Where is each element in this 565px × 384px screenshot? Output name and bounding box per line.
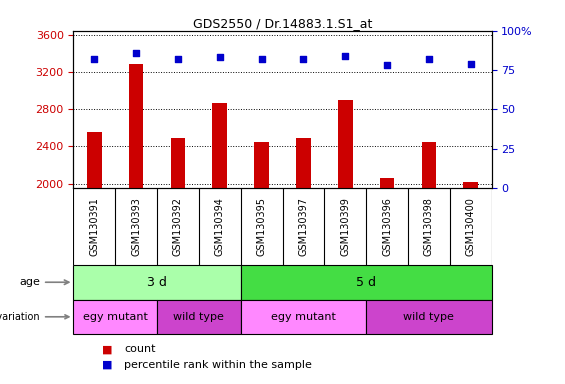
Bar bbox=[87, 132, 102, 188]
Text: percentile rank within the sample: percentile rank within the sample bbox=[124, 360, 312, 370]
Point bbox=[173, 56, 182, 62]
Bar bbox=[171, 138, 185, 188]
Bar bbox=[338, 100, 353, 188]
Bar bbox=[241, 265, 492, 300]
Bar bbox=[212, 103, 227, 188]
Point bbox=[257, 56, 266, 62]
Text: GSM130399: GSM130399 bbox=[340, 197, 350, 256]
Text: GSM130398: GSM130398 bbox=[424, 197, 434, 256]
Point bbox=[215, 55, 224, 61]
Bar bbox=[73, 300, 157, 334]
Text: ■: ■ bbox=[102, 360, 112, 370]
Text: GSM130393: GSM130393 bbox=[131, 197, 141, 256]
Text: GSM130400: GSM130400 bbox=[466, 197, 476, 256]
Title: GDS2550 / Dr.14883.1.S1_at: GDS2550 / Dr.14883.1.S1_at bbox=[193, 17, 372, 30]
Text: GSM130394: GSM130394 bbox=[215, 197, 225, 256]
Point bbox=[90, 56, 99, 62]
Point bbox=[466, 61, 475, 67]
Text: GSM130391: GSM130391 bbox=[89, 197, 99, 256]
Text: GSM130397: GSM130397 bbox=[298, 197, 308, 256]
Text: age: age bbox=[19, 277, 69, 287]
Bar bbox=[241, 300, 366, 334]
Text: 5 d: 5 d bbox=[356, 276, 376, 289]
Text: egy mutant: egy mutant bbox=[271, 312, 336, 322]
Bar bbox=[421, 142, 436, 188]
Point bbox=[341, 53, 350, 59]
Text: GSM130395: GSM130395 bbox=[257, 197, 267, 256]
Point bbox=[383, 62, 392, 68]
Point bbox=[424, 56, 433, 62]
Bar bbox=[366, 300, 492, 334]
Bar bbox=[157, 300, 241, 334]
Text: wild type: wild type bbox=[173, 312, 224, 322]
Text: GSM130392: GSM130392 bbox=[173, 197, 183, 256]
Point bbox=[299, 56, 308, 62]
Bar bbox=[129, 64, 144, 188]
Text: wild type: wild type bbox=[403, 312, 454, 322]
Text: genotype/variation: genotype/variation bbox=[0, 312, 69, 322]
Text: GSM130396: GSM130396 bbox=[382, 197, 392, 256]
Bar bbox=[380, 178, 394, 188]
Text: 3 d: 3 d bbox=[147, 276, 167, 289]
Point bbox=[132, 50, 141, 56]
Text: count: count bbox=[124, 344, 156, 354]
Text: egy mutant: egy mutant bbox=[83, 312, 147, 322]
Bar bbox=[296, 138, 311, 188]
Bar bbox=[463, 182, 478, 188]
Text: ■: ■ bbox=[102, 344, 112, 354]
Bar bbox=[254, 142, 269, 188]
Bar bbox=[73, 265, 241, 300]
